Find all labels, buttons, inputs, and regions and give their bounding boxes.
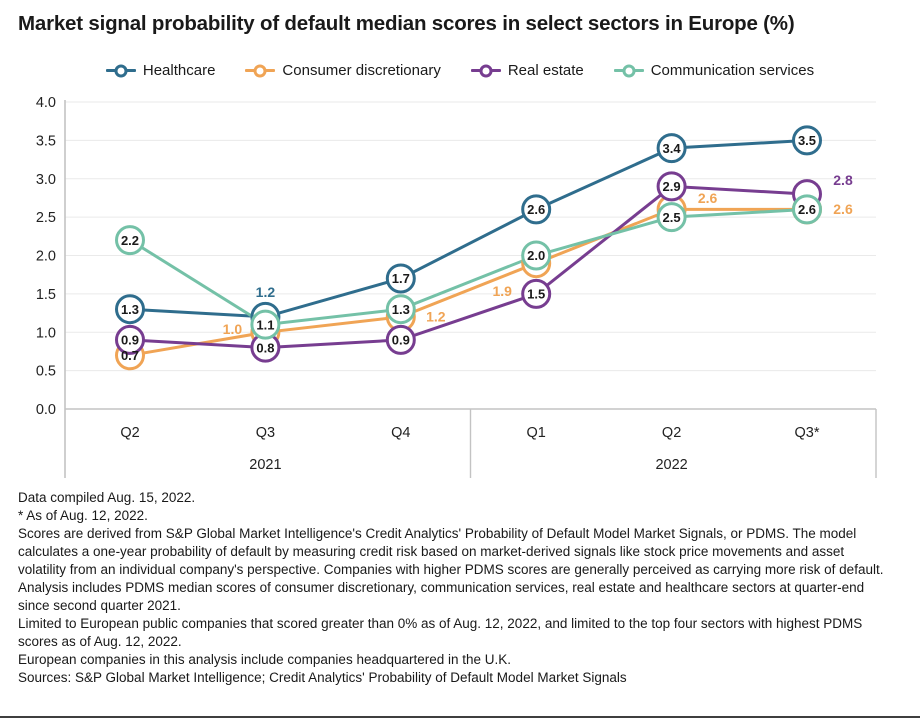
point-value-label: 0.9 [392, 333, 410, 348]
data-point-communication-services [792, 194, 822, 225]
point-value-label: 0.9 [121, 333, 139, 348]
point-value-label-outside: 1.2 [256, 284, 276, 300]
x-tick-label: Q2 [120, 425, 139, 441]
legend-line-marker-icon [470, 64, 501, 77]
legend-item-consumer-discretionary: Consumer discretionary [245, 62, 441, 79]
footnote-line: European companies in this analysis incl… [18, 651, 512, 667]
legend-circle-marker-icon [622, 64, 636, 77]
footnote-line: Limited to European public companies tha… [18, 615, 863, 649]
point-value-label: 1.3 [392, 302, 410, 317]
point-value-label-outside: 2.8 [833, 172, 853, 188]
point-value-label: 3.5 [798, 133, 816, 148]
point-value-label: 1.7 [392, 271, 410, 286]
point-value-label-outside: 2.6 [698, 190, 718, 206]
footnotes-block: Data compiled Aug. 15, 2022. * As of Aug.… [18, 489, 890, 686]
data-point-healthcare [115, 294, 145, 325]
point-value-label: 0.7 [121, 348, 139, 363]
data-point-healthcare [521, 194, 552, 225]
legend-item-real-estate: Real estate [470, 62, 584, 79]
footnote-line: Analysis includes PDMS median scores of … [18, 579, 865, 613]
y-tick-label: 4.0 [36, 95, 56, 111]
data-point-communication-services [250, 309, 281, 340]
legend-label: Communication services [650, 62, 815, 79]
legend-label: Real estate [507, 62, 584, 79]
y-tick-label: 1.0 [36, 325, 56, 341]
point-value-label-outside: 1.2 [426, 309, 446, 325]
legend-circle-marker-icon [253, 64, 267, 77]
y-tick-label: 2.5 [36, 210, 56, 226]
x-tick-label: Q4 [391, 425, 410, 441]
legend-item-communication-services: Communication services [613, 62, 815, 79]
x-tick-label: Q2 [662, 425, 681, 441]
series-line-communication-services [129, 207, 808, 327]
point-value-label: 1.5 [527, 287, 545, 302]
point-value-label: 2.0 [527, 248, 545, 263]
data-point-real-estate [656, 171, 687, 202]
point-value-label: 3.4 [663, 141, 682, 156]
y-tick-label: 0.5 [36, 364, 56, 380]
y-tick-label: 3.5 [36, 133, 56, 149]
x-tick-label: Q3* [795, 425, 820, 441]
point-value-label-outside: 1.0 [223, 321, 243, 337]
point-value-label: 2.5 [663, 210, 681, 225]
legend-line-marker-icon [245, 64, 276, 77]
point-value-label-outside: 2.6 [833, 201, 853, 217]
x-tick-label: Q1 [527, 425, 546, 441]
year-label: 2022 [655, 457, 687, 473]
data-point-real-estate [115, 324, 145, 355]
data-point-real-estate [385, 324, 416, 355]
data-point-healthcare [792, 125, 822, 156]
legend-label: Healthcare [142, 62, 216, 79]
y-tick-label: 3.0 [36, 172, 56, 188]
footnote-line: * As of Aug. 12, 2022. [18, 507, 148, 523]
y-tick-label: 2.0 [36, 249, 56, 265]
point-value-label: 0.8 [256, 340, 274, 355]
line-chart: 0.0 0.5 1.0 1.5 2.0 2.5 3.0 3.5 4.0 Q2 Q3 Q4 Q1 Q2 Q3*… [36, 95, 877, 478]
point-value-label: 2.6 [527, 202, 545, 217]
data-point-communication-services [385, 294, 416, 325]
data-point-communication-services [656, 202, 687, 233]
point-value-label: 2.9 [663, 179, 681, 194]
data-point-communication-services [115, 225, 145, 256]
legend-circle-marker-icon [114, 64, 128, 77]
series-line-real-estate [129, 184, 808, 350]
footnote-line: Scores are derived from S&P Global Marke… [18, 525, 884, 577]
point-value-label: 2.2 [121, 233, 139, 248]
data-point-healthcare [656, 133, 687, 164]
y-tick-label: 0.0 [36, 402, 56, 418]
data-point-communication-services [521, 240, 552, 271]
point-value-label-outside: 1.9 [492, 283, 512, 299]
data-point-healthcare [385, 263, 416, 294]
point-value-label: 2.6 [798, 202, 816, 217]
legend-item-healthcare: Healthcare [105, 62, 216, 79]
footnote-line: Data compiled Aug. 15, 2022. [18, 490, 196, 505]
legend-circle-marker-icon [479, 64, 493, 77]
series-line-consumer-discretionary [129, 207, 807, 357]
point-value-label: 1.1 [256, 317, 274, 332]
point-value-label: 1.3 [121, 302, 139, 317]
legend-line-marker-icon [105, 64, 136, 77]
series-line-healthcare [129, 138, 808, 319]
footnote-line: Sources: S&P Global Market Intelligence;… [18, 669, 627, 685]
legend-label: Consumer discretionary [282, 62, 441, 79]
x-tick-label: Q3 [256, 425, 275, 441]
y-tick-label: 1.5 [36, 287, 56, 303]
data-point-real-estate [521, 278, 552, 309]
chart-title: Market signal probability of default med… [18, 12, 795, 35]
chart-legend: Healthcare Consumer discretionary Real est… [0, 62, 920, 79]
year-label: 2021 [249, 457, 281, 473]
legend-line-marker-icon [613, 64, 644, 77]
